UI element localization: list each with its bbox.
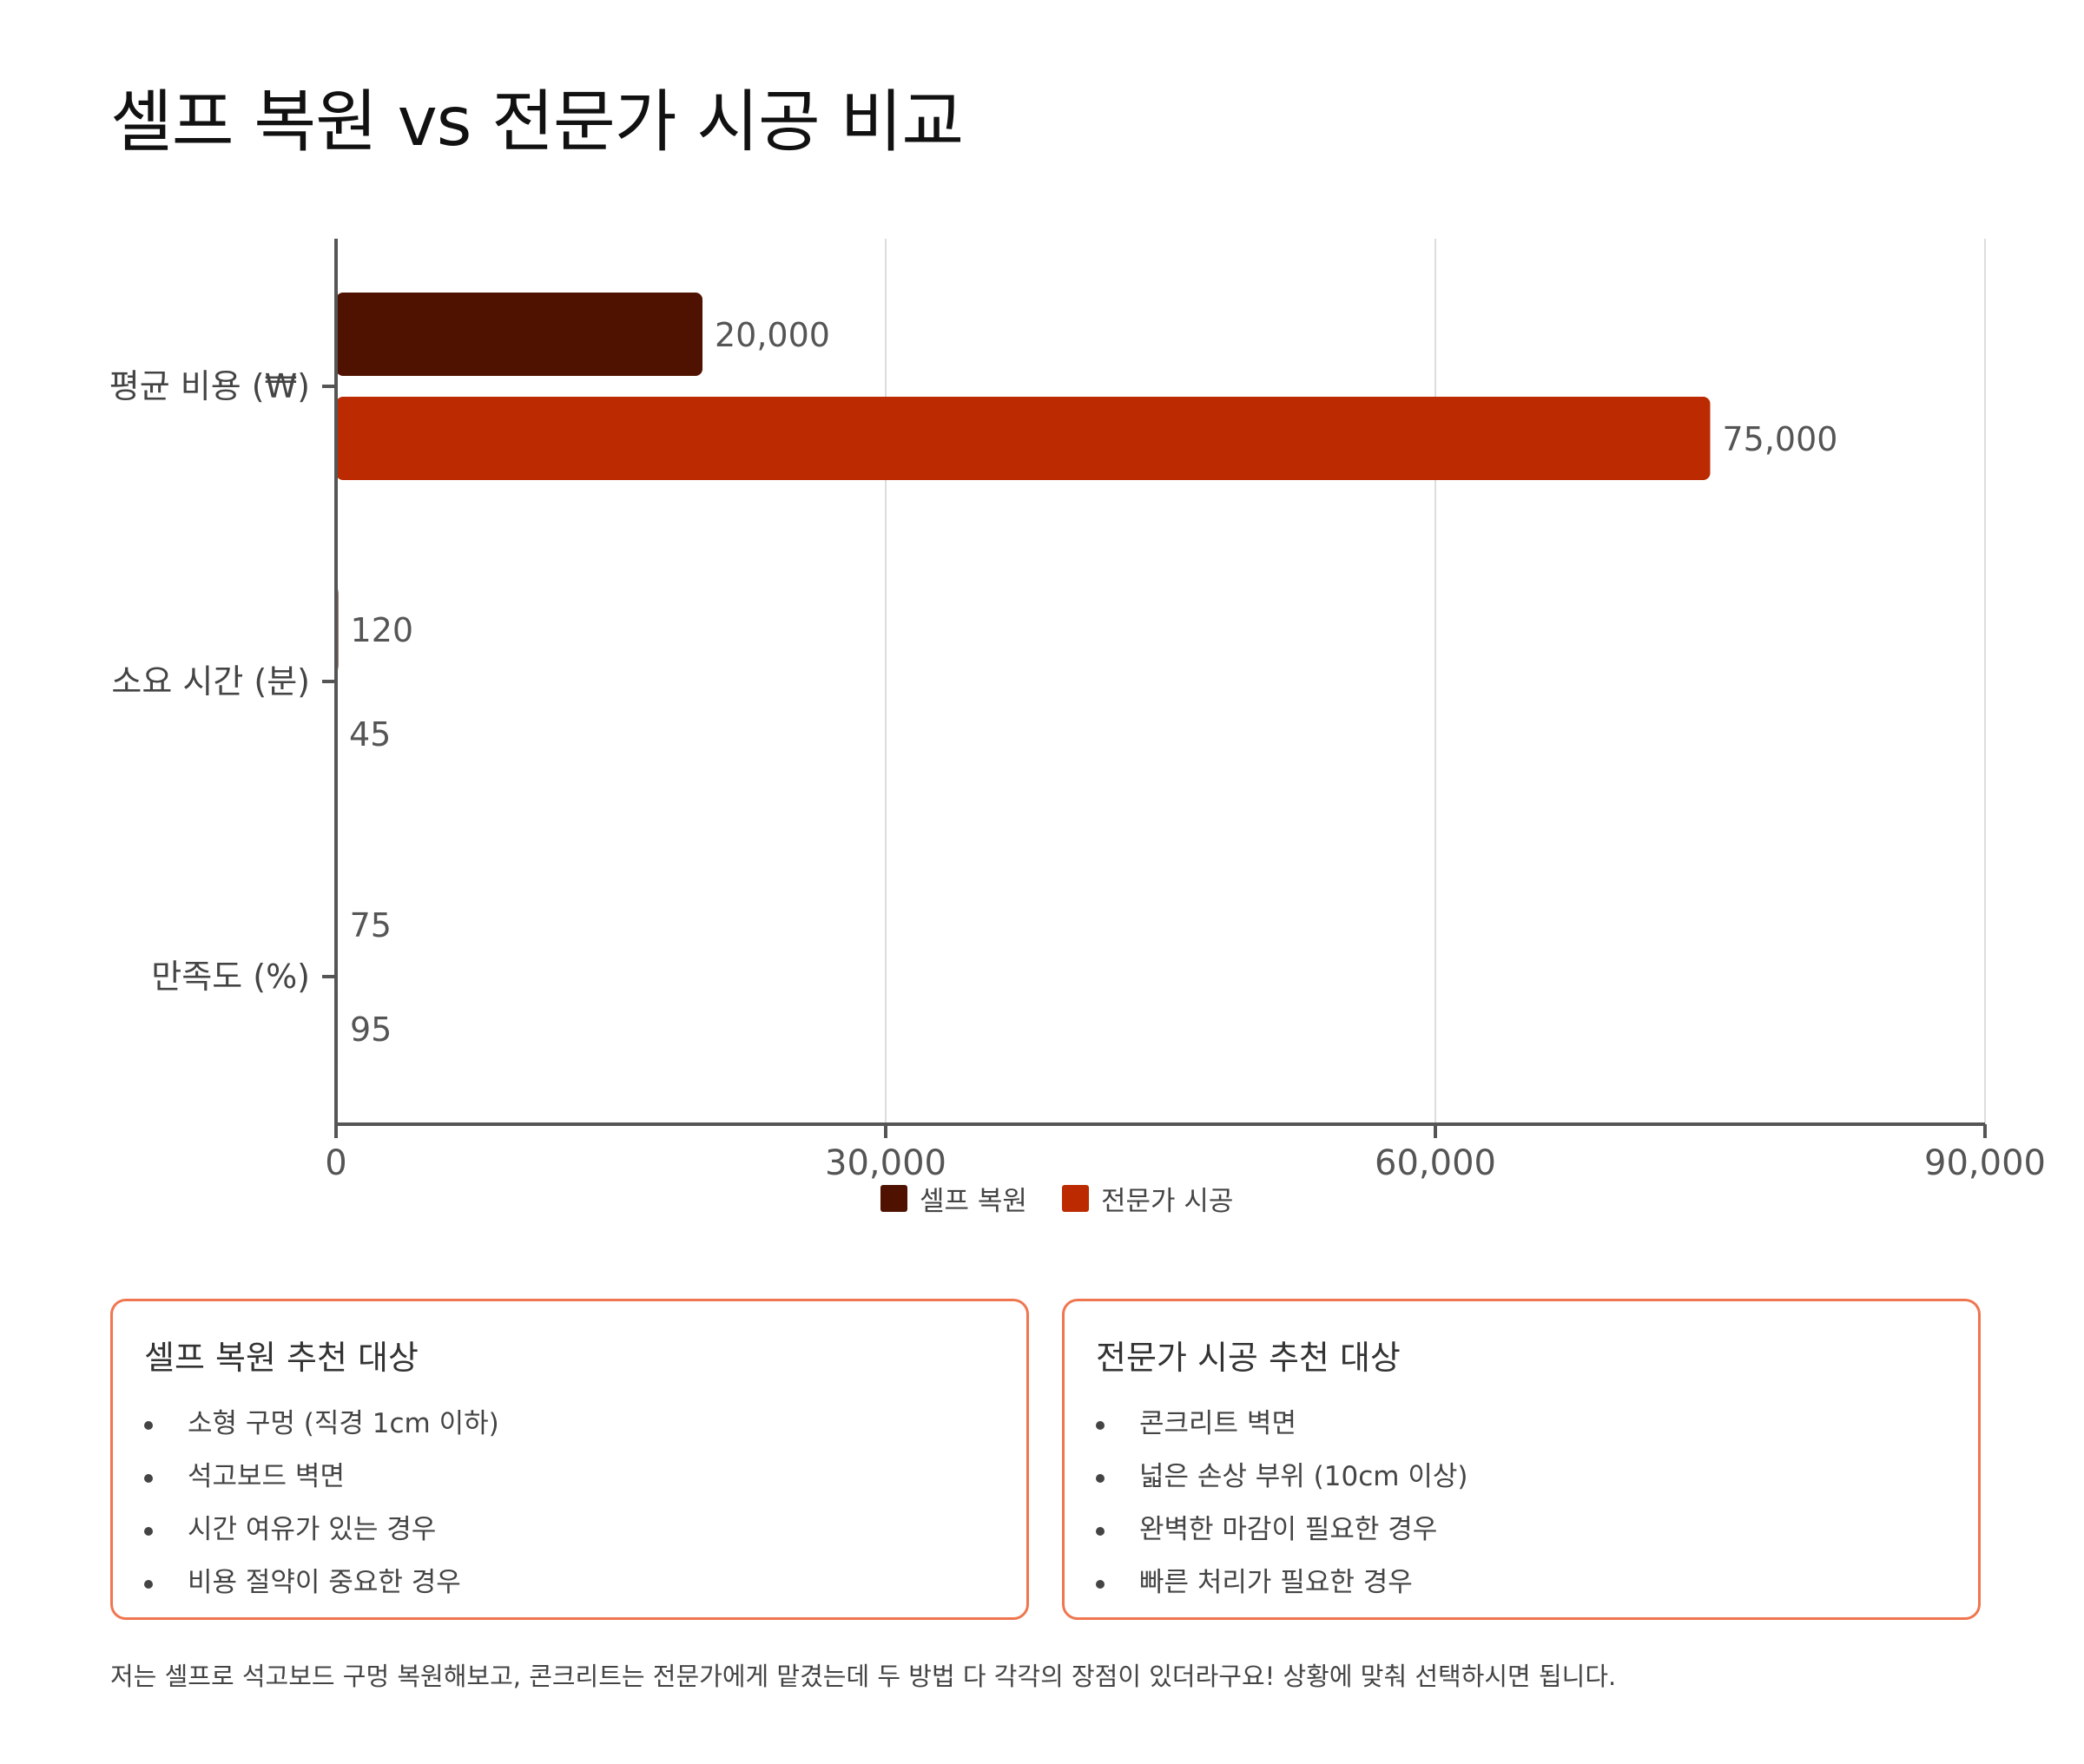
y-category-label: 평균 비용 (₩) (109, 367, 310, 405)
list-item: 완벽한 마감이 필요한 경우 (1096, 1504, 1947, 1557)
legend-swatch-self (880, 1185, 907, 1212)
legend-swatch-pro (1061, 1185, 1089, 1212)
legend-item-pro[interactable]: 전문가 시공 (1061, 1179, 1234, 1218)
bar[interactable] (336, 397, 1711, 480)
footer-note: 저는 셀프로 석고보드 구멍 복원해보고, 콘크리트는 전문가에게 맡겼는데 두… (110, 1662, 1617, 1691)
list-item: 넓은 손상 부위 (10cm 이상) (1096, 1451, 1947, 1504)
chart-labels: 20,000 75,000 120 45 75 95 (349, 316, 1838, 1049)
data-label: 20,000 (715, 316, 830, 354)
data-label: 95 (350, 1010, 392, 1049)
x-tick-label: 90,000 (1924, 1143, 2046, 1183)
bar[interactable] (336, 293, 702, 376)
list-item: 빠른 처리가 필요한 경우 (1096, 1557, 1947, 1609)
data-label: 75 (350, 906, 392, 945)
chart-axes: 0 30,000 60,000 90,000 평균 비용 (₩) 소요 시간 (분) 만족도… (109, 239, 2046, 1183)
page-title: 셀프 복원 vs 전문가 시공 비교 (110, 83, 964, 161)
self-repair-list: 소형 구멍 (직경 1cm 이하) 석고보드 벽면 시간 여유가 있는 경우 비… (144, 1398, 995, 1609)
self-repair-card-title: 셀프 복원 추천 대상 (144, 1339, 419, 1377)
data-label: 45 (349, 715, 391, 754)
self-repair-card: 셀프 복원 추천 대상 소형 구멍 (직경 1cm 이하) 석고보드 벽면 시간… (110, 1299, 1029, 1620)
chart-grid (885, 239, 1986, 1124)
list-item: 석고보드 벽면 (144, 1451, 995, 1504)
list-item: 소형 구멍 (직경 1cm 이하) (144, 1398, 995, 1451)
data-label: 75,000 (1723, 420, 1838, 458)
professional-card-title: 전문가 시공 추천 대상 (1096, 1339, 1401, 1377)
x-tick-label: 60,000 (1375, 1143, 1496, 1183)
list-item: 비용 절약이 중요한 경우 (144, 1557, 995, 1609)
data-label: 120 (351, 611, 414, 649)
legend-item-self[interactable]: 셀프 복원 (880, 1179, 1027, 1218)
professional-list: 콘크리트 벽면 넓은 손상 부위 (10cm 이상) 완벽한 마감이 필요한 경… (1096, 1398, 1947, 1609)
y-category-label: 소요 시간 (분) (111, 662, 310, 701)
professional-card: 전문가 시공 추천 대상 콘크리트 벽면 넓은 손상 부위 (10cm 이상) … (1062, 1299, 1981, 1620)
legend-label-self: 셀프 복원 (920, 1186, 1027, 1217)
bar-chart: 0 30,000 60,000 90,000 평균 비용 (₩) 소요 시간 (분) 만족도… (109, 239, 2046, 1183)
chart-legend: 셀프 복원 전문가 시공 (880, 1179, 1233, 1218)
x-tick-label: 0 (325, 1143, 346, 1183)
list-item: 콘크리트 벽면 (1096, 1398, 1947, 1451)
legend-label-pro: 전문가 시공 (1100, 1186, 1234, 1217)
y-category-label: 만족도 (%) (151, 958, 310, 996)
x-tick-label: 30,000 (825, 1143, 946, 1183)
list-item: 시간 여유가 있는 경우 (144, 1504, 995, 1557)
chart-bars (336, 293, 1711, 1070)
